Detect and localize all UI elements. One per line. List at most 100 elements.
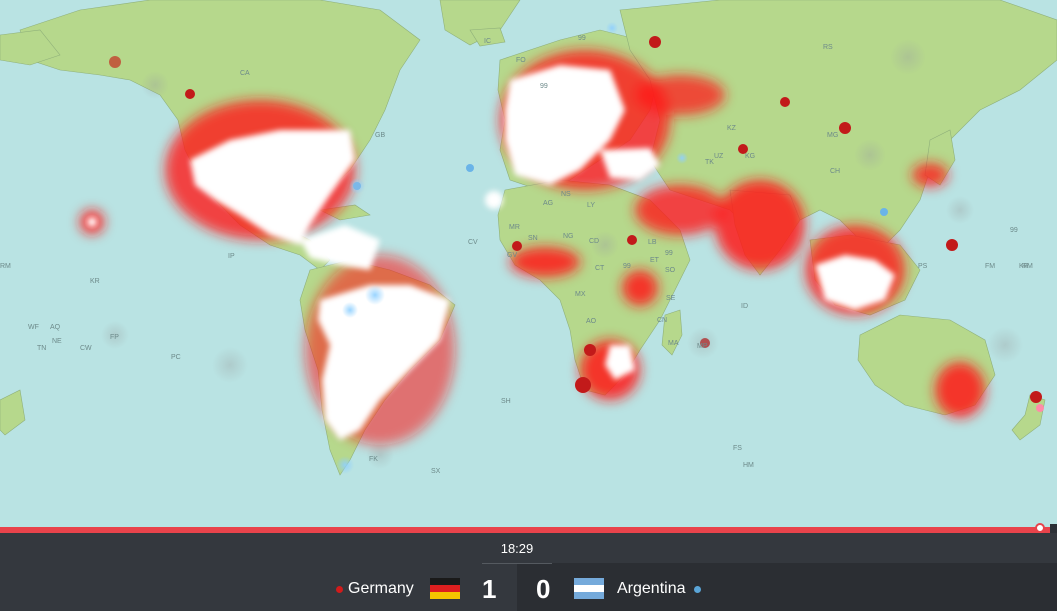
country-code: SX	[431, 468, 441, 475]
home-team-color-dot	[336, 586, 343, 593]
timeline-end-cap	[1050, 524, 1057, 533]
country-code: PS	[918, 263, 928, 270]
country-code: ET	[650, 257, 660, 264]
dot	[839, 122, 851, 134]
timeline-scrubber-handle[interactable]	[1035, 523, 1045, 533]
halo	[890, 39, 926, 75]
country-code: GB	[375, 132, 385, 139]
country-code: CA	[240, 70, 250, 77]
core-south-america	[318, 285, 450, 440]
dot	[1036, 404, 1044, 412]
dot	[185, 89, 195, 99]
country-code: ID	[741, 303, 748, 310]
country-code-labels: CA GB IC FO RS KZ UZ TK KG MG CH KR AG M…	[0, 35, 1033, 475]
halo	[101, 321, 129, 349]
country-code: NS	[561, 191, 571, 198]
world-map[interactable]: CA GB IC FO RS KZ UZ TK KG MG CH KR AG M…	[0, 0, 1057, 527]
country-code: TK	[705, 159, 714, 166]
country-code: FO	[516, 57, 526, 64]
away-team-panel	[517, 563, 1057, 611]
country-code: KZ	[727, 125, 737, 132]
scoreboard: 18:29 Germany 1 0 Argentina	[0, 533, 1057, 611]
dot	[1030, 391, 1042, 403]
dot	[738, 144, 748, 154]
glow-japan	[912, 163, 948, 187]
core-eastern-europe	[600, 148, 660, 180]
country-code: RM	[0, 263, 11, 270]
country-code: FP	[110, 334, 119, 341]
country-code: 99	[665, 250, 673, 257]
country-code: IC	[484, 38, 491, 45]
country-code: IP	[228, 253, 235, 260]
argentina-flag-icon	[574, 578, 604, 599]
country-code: MP	[697, 343, 708, 350]
spot	[606, 22, 618, 34]
core-azores	[485, 191, 503, 209]
spot	[353, 182, 361, 190]
spot	[676, 152, 688, 164]
country-code: GV	[507, 252, 517, 259]
alaska-peninsula	[0, 29, 61, 66]
glow-india	[715, 180, 805, 270]
country-code: CD	[589, 238, 599, 245]
glow-west-africa	[510, 247, 580, 277]
map-canvas[interactable]: CA GB IC FO RS KZ UZ TK KG MG CH KR AG M…	[0, 0, 1057, 527]
dot	[627, 235, 637, 245]
country-code: CN	[657, 317, 667, 324]
country-code: CV	[468, 239, 478, 246]
country-code: SO	[665, 267, 676, 274]
country-code: WF	[28, 324, 39, 331]
grey-activity-halos	[101, 39, 1023, 469]
country-code: NG	[563, 233, 574, 240]
peak-activity-cores	[87, 65, 895, 440]
country-code: RM	[1022, 263, 1033, 270]
country-code: PC	[171, 354, 181, 361]
halo	[141, 71, 169, 99]
dot	[584, 344, 596, 356]
halo	[987, 327, 1023, 363]
country-code: FS	[733, 445, 742, 452]
halo	[591, 231, 619, 259]
glow-australia	[935, 362, 985, 418]
country-code: 99	[623, 263, 631, 270]
dot	[512, 241, 522, 251]
dot	[649, 36, 661, 48]
spot	[466, 164, 474, 172]
spot	[336, 456, 354, 474]
spot	[365, 285, 385, 305]
country-code: CH	[830, 168, 840, 175]
spot	[342, 302, 358, 318]
country-code: SN	[528, 235, 538, 242]
dot	[109, 56, 121, 68]
home-score: 1	[482, 574, 497, 604]
glow-middle-east	[635, 185, 725, 235]
core-europe	[505, 65, 625, 185]
away-score: 0	[536, 574, 551, 604]
country-code: SE	[666, 295, 676, 302]
core-central-america	[300, 225, 380, 270]
country-code: UZ	[714, 153, 724, 160]
spot	[880, 208, 888, 216]
halo	[854, 139, 886, 171]
core-southern-africa	[605, 345, 635, 380]
dot	[700, 338, 710, 348]
country-code: FM	[985, 263, 995, 270]
country-code: SH	[501, 398, 511, 405]
away-team-color-dot	[694, 586, 701, 593]
timeline-bar[interactable]	[0, 527, 1057, 533]
country-code: MR	[509, 224, 520, 231]
match-clock: 18:29	[500, 541, 534, 556]
country-code: MX	[575, 291, 586, 298]
halo	[366, 441, 394, 469]
dot	[780, 97, 790, 107]
core-hawaii	[87, 217, 97, 227]
pacific-islands	[0, 389, 26, 436]
country-code: MG	[827, 132, 838, 139]
country-code: LB	[648, 239, 657, 246]
country-code: 99	[578, 35, 586, 42]
country-code: TN	[37, 345, 46, 352]
clock-divider	[482, 563, 552, 564]
country-code: MA	[668, 340, 679, 347]
germany-flag-icon	[430, 578, 460, 599]
country-code: CT	[595, 265, 605, 272]
